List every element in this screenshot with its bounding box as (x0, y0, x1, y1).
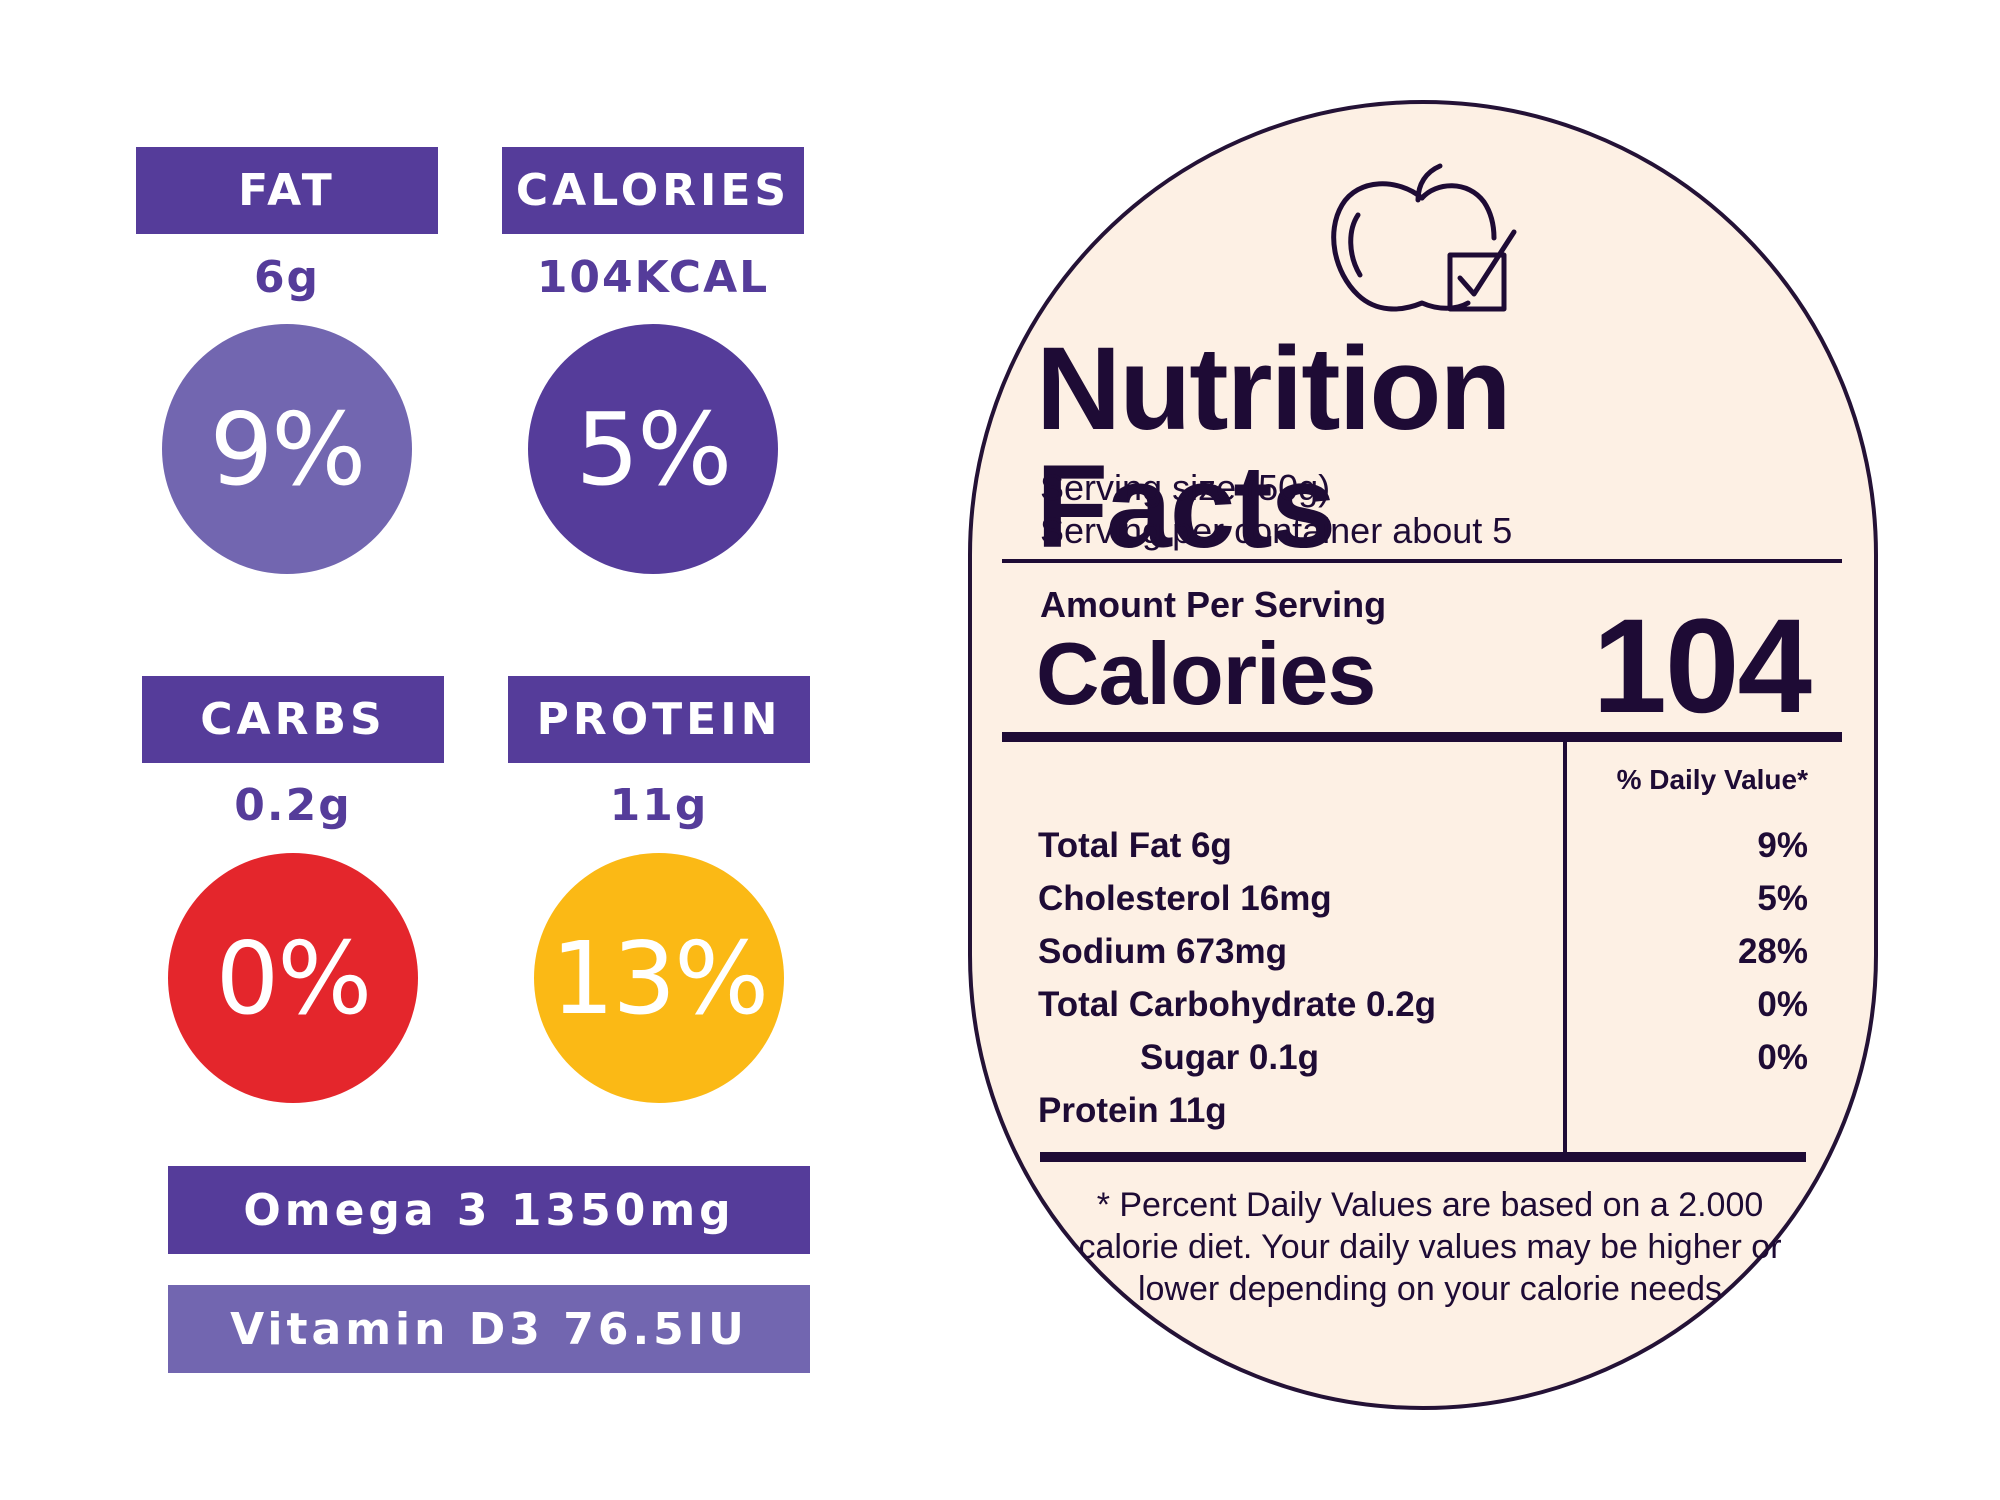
stat-percent-circle: 0% (168, 853, 418, 1103)
divider-thick (1002, 732, 1842, 742)
nutrient-daily-value: 0% (1757, 1038, 1808, 1077)
nutrient-name: Protein 11g (1038, 1091, 1227, 1130)
omega-3-bar: Omega 3 1350mg (168, 1166, 810, 1254)
footnote: * Percent Daily Values are based on a 2.… (1078, 1186, 1782, 1308)
nutrient-daily-value: 9% (1757, 826, 1808, 865)
stat-amount: 0.2g (234, 780, 352, 831)
nutrition-facts-label (968, 100, 1878, 1410)
stat-label: CARBS (142, 676, 444, 763)
stat-percent-circle: 5% (528, 324, 778, 574)
nutrient-row: Cholesterol 16mg 5% (1038, 879, 1808, 929)
nutrient-row: Total Carbohydrate 0.2g 0% (1038, 985, 1808, 1035)
stat-percent-circle: 13% (534, 853, 784, 1103)
servings-per-container: Serving per container about 5 (1040, 510, 1513, 551)
calories-label: Calories (1036, 624, 1376, 723)
amount-per-serving: Amount Per Serving (1040, 584, 1387, 625)
stat-label: CALORIES (502, 147, 804, 234)
stat-label: PROTEIN (508, 676, 810, 763)
nutrient-name: Total Fat 6g (1038, 826, 1232, 865)
serving-size: Serving size (50g) (1040, 467, 1331, 508)
stat-amount: 11g (609, 780, 709, 831)
divider-thin (1002, 559, 1842, 563)
nutrient-daily-value: 5% (1757, 879, 1808, 918)
nutrient-row: Sodium 673mg 28% (1038, 932, 1808, 982)
nutrient-name: Sodium 673mg (1038, 932, 1287, 971)
nutrient-row: Total Fat 6g 9% (1038, 826, 1808, 876)
nutrient-row: Protein 11g (1038, 1091, 1808, 1141)
calories-value: 104 (1592, 592, 1812, 741)
nutrient-name: Sugar 0.1g (1140, 1038, 1319, 1077)
nutrient-name: Total Carbohydrate 0.2g (1038, 985, 1437, 1024)
stat-percent-circle: 9% (162, 324, 412, 574)
nutrient-row: Sugar 0.1g 0% (1038, 1038, 1808, 1088)
stat-amount: 6g (253, 252, 321, 303)
stat-label: FAT (136, 147, 438, 234)
vitamin-d3-bar: Vitamin D3 76.5IU (168, 1285, 810, 1373)
stat-amount: 104KCAL (536, 252, 770, 303)
column-divider (1563, 742, 1567, 1152)
nutrient-daily-value: 28% (1737, 932, 1808, 971)
divider-bottom (1040, 1152, 1806, 1162)
nutrient-name: Cholesterol 16mg (1038, 879, 1332, 918)
label-title: Nutrition Facts (1036, 323, 1512, 573)
nutrient-daily-value: 0% (1757, 985, 1808, 1024)
apple-checkbox-icon (1331, 163, 1517, 312)
daily-value-header: % Daily Value* (1616, 764, 1808, 795)
